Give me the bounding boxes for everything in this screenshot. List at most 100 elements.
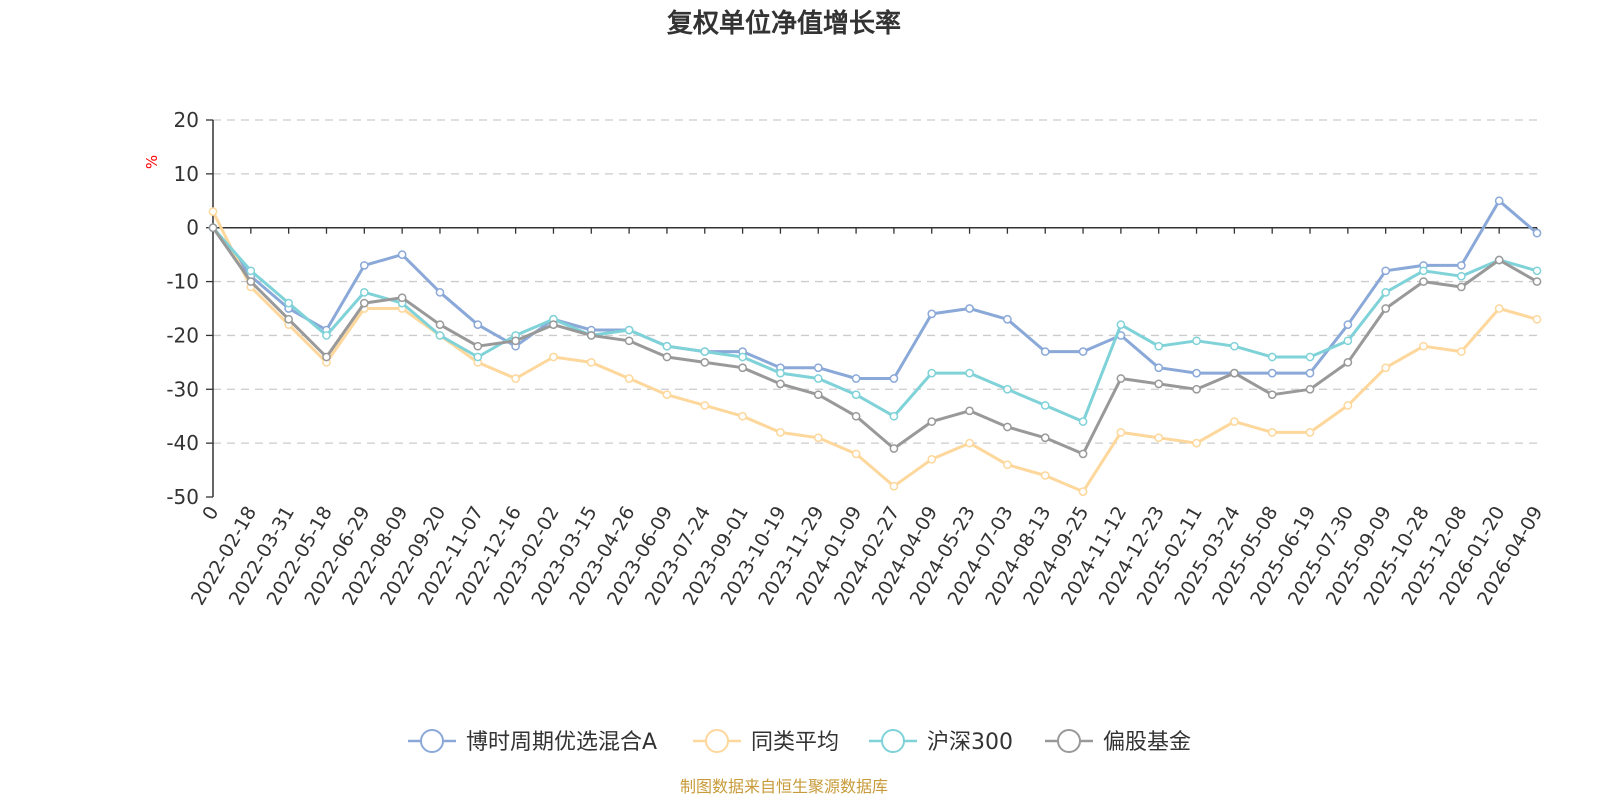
data-point <box>700 358 710 367</box>
data-point <box>1305 368 1315 378</box>
data-point <box>1230 417 1239 426</box>
data-point <box>776 368 785 378</box>
data-point <box>284 314 294 324</box>
data-point <box>1456 282 1466 292</box>
data-point <box>1192 438 1201 448</box>
data-point <box>738 352 747 362</box>
data-point <box>1532 314 1542 324</box>
data-point <box>1494 196 1504 206</box>
data-point <box>1154 341 1164 351</box>
data-point <box>246 277 256 286</box>
data-point <box>359 287 369 297</box>
data-point <box>473 320 483 330</box>
data-point <box>1381 304 1391 313</box>
data-point <box>1419 341 1428 351</box>
data-point <box>586 331 596 340</box>
data-point <box>1078 347 1088 356</box>
data-point <box>1381 363 1391 373</box>
data-point <box>284 298 294 308</box>
data-point <box>662 341 672 351</box>
y-tick-label: 20 <box>174 108 199 132</box>
data-point <box>1154 379 1164 389</box>
data-point <box>435 287 445 297</box>
data-point <box>1040 401 1050 410</box>
source-footer: 制图数据来自恒生聚源数据库 <box>680 777 888 796</box>
data-point <box>1192 336 1201 346</box>
data-point <box>813 374 823 383</box>
data-point <box>549 320 558 330</box>
data-point <box>1456 347 1466 356</box>
data-point <box>1154 433 1164 443</box>
data-point <box>1532 266 1542 276</box>
data-point <box>1230 341 1239 351</box>
data-point <box>1419 277 1428 286</box>
data-point <box>851 374 861 383</box>
data-point <box>1154 363 1164 373</box>
data-point <box>624 336 634 346</box>
legend-label: 博时周期优选混合A <box>466 730 657 755</box>
data-point <box>1494 255 1504 265</box>
data-point <box>359 298 369 308</box>
data-point <box>359 261 369 270</box>
data-point <box>927 309 937 319</box>
data-point <box>889 374 899 383</box>
data-point <box>813 433 823 443</box>
data-point <box>738 363 747 373</box>
data-point <box>246 266 256 276</box>
data-point <box>1078 449 1088 459</box>
data-point <box>738 411 747 421</box>
y-tick-label: -20 <box>166 323 199 347</box>
series-line <box>211 226 1538 456</box>
data-point <box>776 428 785 437</box>
legend-label: 偏股基金 <box>1103 730 1191 755</box>
data-point <box>889 411 899 421</box>
data-point <box>1305 428 1315 437</box>
data-point <box>624 325 634 335</box>
data-point <box>549 352 558 362</box>
data-point <box>965 406 974 416</box>
data-point <box>511 336 520 346</box>
y-tick-label: -50 <box>166 485 199 509</box>
x-axis-ticks: 02022-02-182022-03-312022-05-182022-06-2… <box>187 227 1547 609</box>
data-point <box>1267 368 1277 378</box>
data-point <box>1003 384 1012 394</box>
data-point <box>1192 384 1201 394</box>
data-point <box>662 352 672 362</box>
data-point <box>1078 487 1088 496</box>
axes <box>212 120 1537 497</box>
legend-label: 同类平均 <box>751 730 839 755</box>
legend: 博时周期优选混合A 同类平均 沪深300 偏股基金 <box>408 729 1191 755</box>
data-point <box>397 293 407 303</box>
data-point <box>1040 347 1050 356</box>
data-point <box>851 390 861 400</box>
data-point <box>700 401 710 410</box>
data-point <box>1532 228 1542 238</box>
data-point <box>1003 422 1012 432</box>
data-point <box>435 331 445 340</box>
data-point <box>1305 352 1315 362</box>
legend-label: 沪深300 <box>927 730 1013 755</box>
data-point <box>1381 287 1391 297</box>
data-point <box>1456 261 1466 270</box>
data-point <box>1078 417 1088 426</box>
data-point <box>813 363 823 373</box>
data-point <box>1116 428 1126 437</box>
data-point <box>511 374 520 383</box>
y-axis-unit: % <box>143 155 161 169</box>
legend-marker <box>1057 729 1081 753</box>
data-point <box>662 390 672 400</box>
data-point <box>1419 266 1428 276</box>
data-point <box>776 379 785 389</box>
data-point <box>1267 390 1277 400</box>
y-tick-label: 0 <box>186 216 199 240</box>
y-tick-label: -10 <box>166 270 199 294</box>
data-point <box>1040 433 1050 443</box>
data-point <box>1192 368 1201 378</box>
data-point <box>1381 266 1391 276</box>
data-point <box>208 207 218 216</box>
data-point <box>1267 352 1277 362</box>
series-line <box>211 210 1538 494</box>
data-point <box>889 444 899 453</box>
data-point <box>1343 336 1353 346</box>
y-axis-ticks: 20 10 0 -10 -20 -30 -40 -50 <box>166 108 213 509</box>
